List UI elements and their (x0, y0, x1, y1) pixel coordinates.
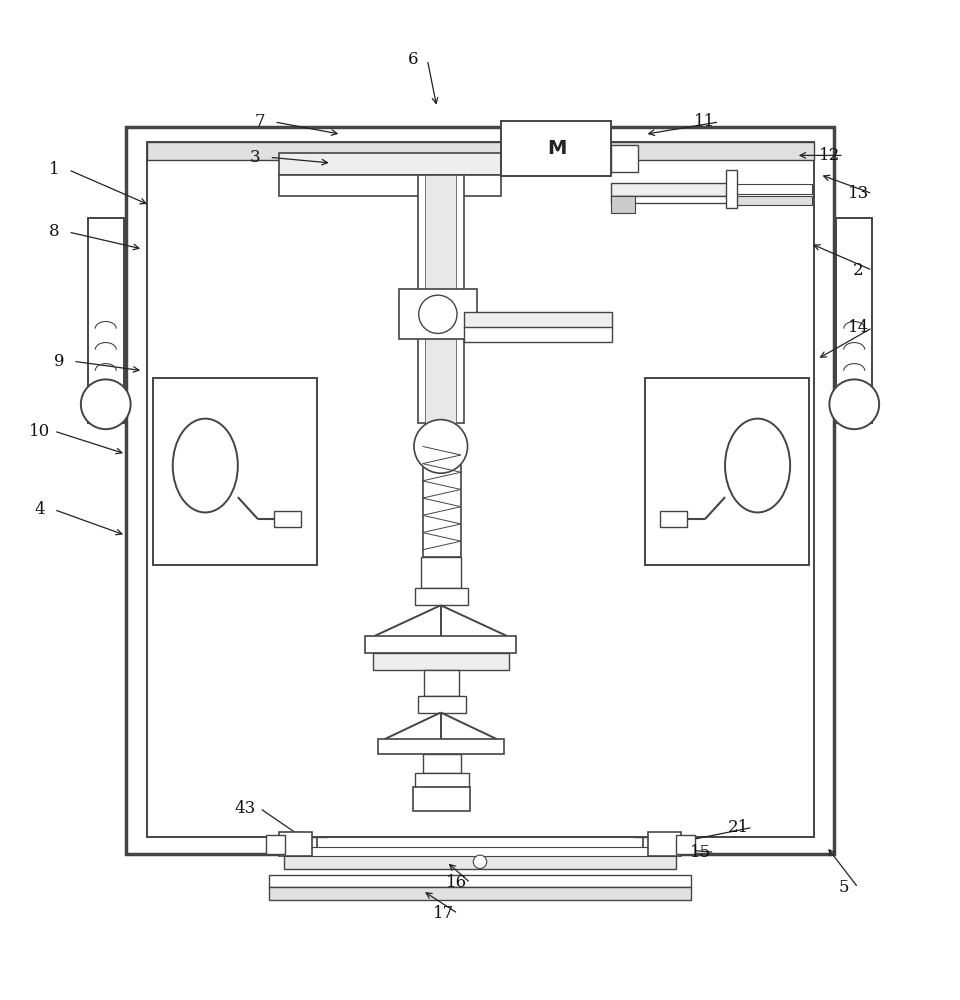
Bar (279, 175, 501, 196)
Text: 11: 11 (694, 113, 715, 130)
Bar (418, 696, 466, 713)
Bar (422, 754, 461, 773)
Text: M: M (547, 139, 566, 158)
Bar (153, 378, 317, 565)
Bar (464, 327, 612, 342)
Bar (676, 835, 695, 854)
Text: 1: 1 (49, 161, 60, 178)
Text: 4: 4 (35, 501, 45, 518)
Bar (836, 218, 873, 423)
Bar (377, 739, 504, 754)
Bar (284, 855, 676, 869)
Circle shape (419, 295, 457, 333)
Text: 43: 43 (235, 800, 256, 817)
Bar (731, 196, 812, 205)
Bar (87, 218, 124, 423)
Circle shape (81, 379, 131, 429)
Ellipse shape (725, 419, 790, 512)
Bar (415, 588, 468, 605)
Bar (365, 636, 516, 653)
Text: 12: 12 (819, 147, 840, 164)
Text: 14: 14 (848, 319, 869, 336)
Bar (425, 175, 456, 423)
Text: 3: 3 (250, 149, 260, 166)
Bar (413, 787, 470, 811)
Text: 15: 15 (689, 844, 710, 861)
Bar (147, 142, 814, 160)
Text: 10: 10 (29, 423, 50, 440)
Bar (126, 127, 834, 854)
Bar (422, 446, 461, 557)
Bar (501, 121, 612, 176)
Bar (398, 289, 477, 339)
Text: 9: 9 (54, 353, 64, 370)
Bar (612, 183, 735, 196)
Text: 7: 7 (254, 113, 265, 130)
Text: 17: 17 (433, 905, 454, 922)
Ellipse shape (173, 419, 238, 512)
Text: 16: 16 (445, 874, 467, 891)
Bar (279, 832, 313, 856)
Bar (660, 511, 686, 527)
Bar (279, 153, 501, 175)
Bar (612, 196, 735, 203)
Text: 6: 6 (408, 51, 419, 68)
Bar (612, 196, 636, 213)
Circle shape (829, 379, 879, 429)
Bar (731, 184, 812, 194)
Text: 2: 2 (852, 262, 863, 279)
Bar (612, 145, 638, 172)
Bar (420, 557, 461, 588)
Bar (372, 653, 509, 670)
Bar (284, 847, 676, 856)
Bar (464, 312, 612, 328)
Bar (415, 773, 468, 787)
Bar (270, 887, 690, 900)
Text: 5: 5 (838, 879, 849, 896)
Bar (270, 875, 690, 887)
Bar (647, 832, 681, 856)
Bar (645, 378, 809, 565)
Text: 21: 21 (728, 819, 749, 836)
Bar (424, 670, 459, 696)
Bar (147, 142, 814, 837)
Bar (266, 835, 285, 854)
Bar (275, 511, 301, 527)
Circle shape (473, 855, 487, 869)
Text: 8: 8 (49, 223, 60, 240)
Bar (418, 175, 464, 423)
Text: 13: 13 (848, 185, 869, 202)
Bar (726, 170, 737, 208)
Circle shape (414, 420, 468, 473)
